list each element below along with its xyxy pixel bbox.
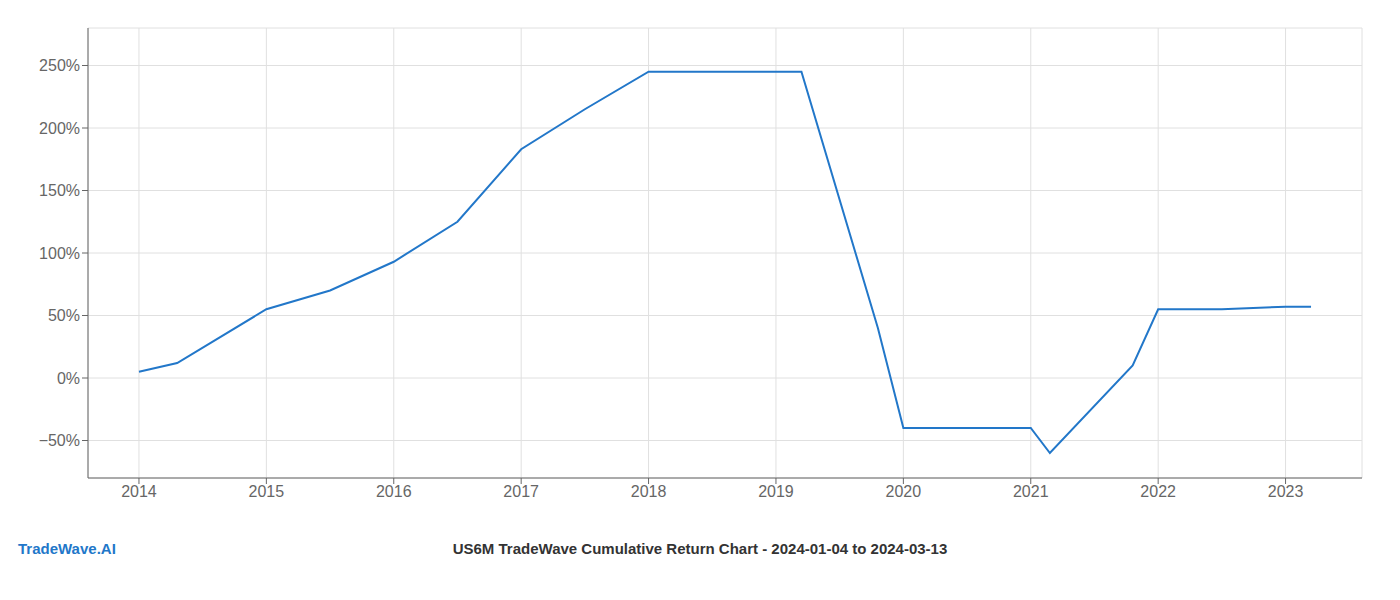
svg-text:2020: 2020 [886,483,922,500]
html-text:TradeWave.AI: TradeWave.AI [18,539,116,557]
svg-text:2017: 2017 [503,483,539,500]
svg-text:200%: 200% [39,120,80,137]
svg-text:2021: 2021 [1013,483,1049,500]
svg-text:2019: 2019 [758,483,794,500]
svg-text:0%: 0% [57,370,80,387]
svg-text:−50%: −50% [39,432,80,449]
svg-text:100%: 100% [39,245,80,262]
svg-text:2022: 2022 [1140,483,1176,500]
svg-text:50%: 50% [48,307,80,324]
svg-text:2023: 2023 [1268,483,1304,500]
svg-text:2018: 2018 [631,483,667,500]
svg-text:250%: 250% [39,57,80,74]
svg-text:2014: 2014 [121,483,157,500]
svg-text:150%: 150% [39,182,80,199]
svg-text:2015: 2015 [249,483,285,500]
html-text:US6M TradeWave Cumulative Retu: US6M TradeWave Cumulative Return Chart -… [452,539,948,557]
svg-text:2016: 2016 [376,483,412,500]
